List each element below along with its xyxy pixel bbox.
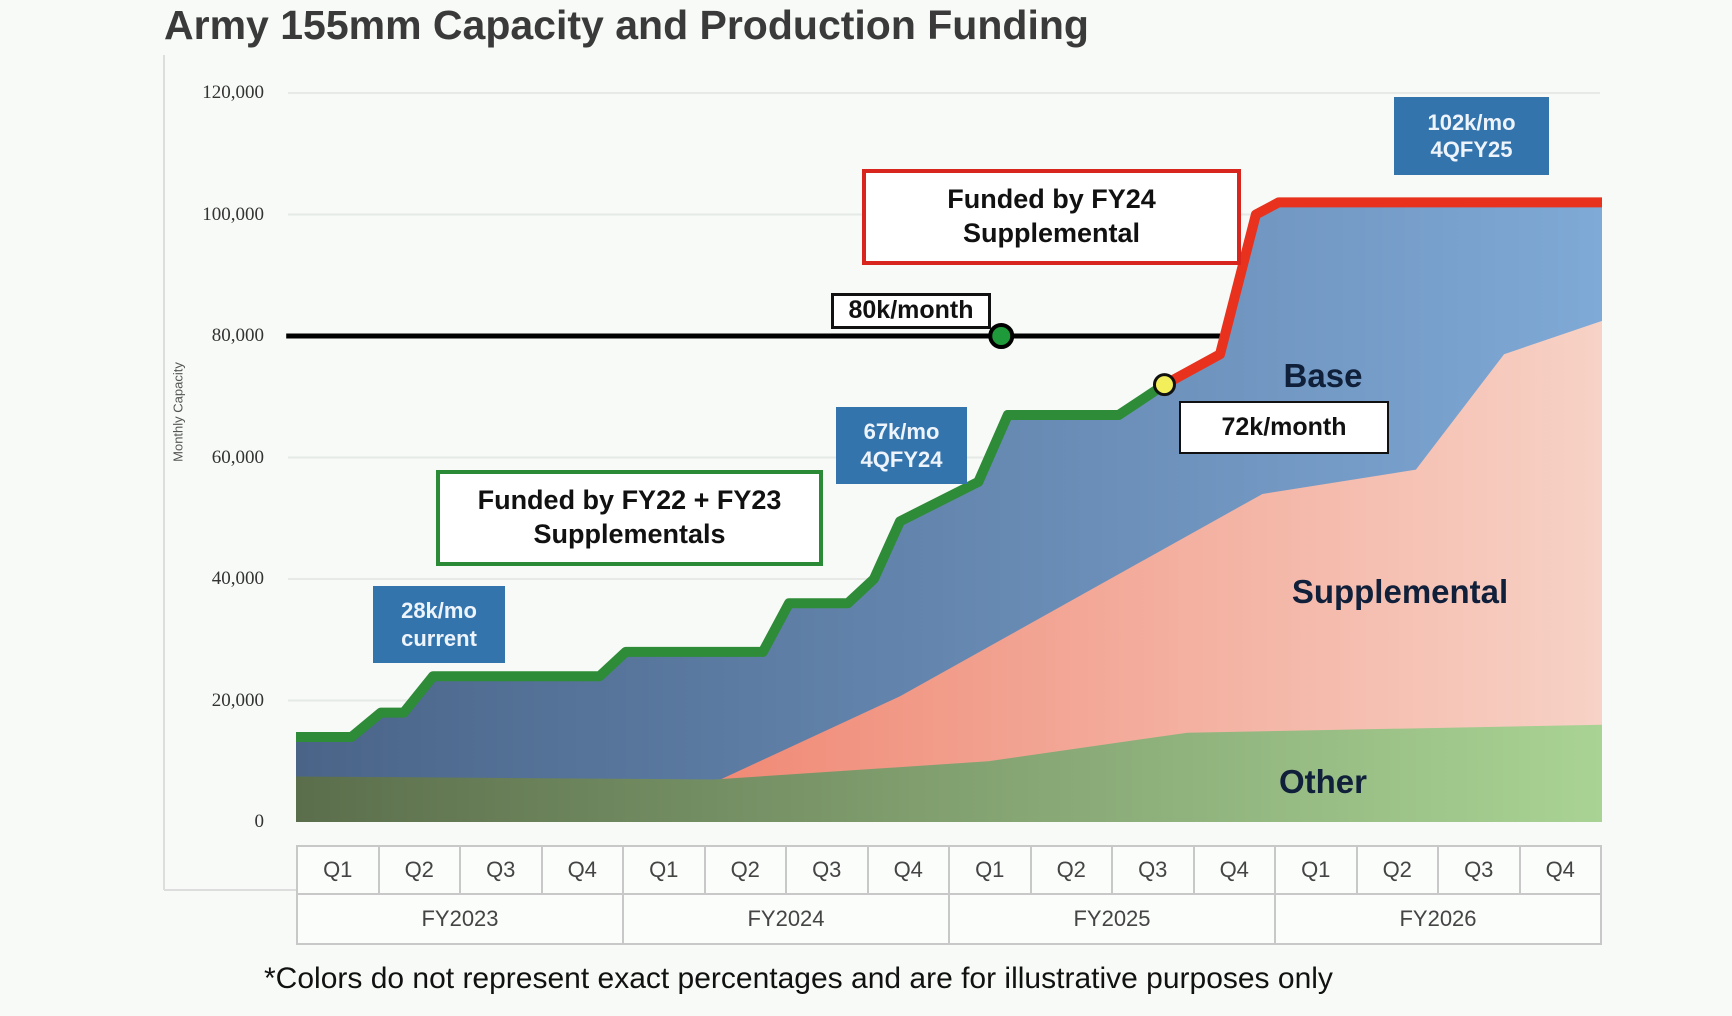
target-marker	[988, 323, 1015, 349]
annotation-72k: 72k/month	[1179, 401, 1389, 454]
x-tick-quarter: Q3	[1111, 845, 1195, 895]
y-tick-text: 40,000	[211, 568, 264, 589]
chart-title: Army 155mm Capacity and Production Fundi…	[164, 2, 1089, 48]
x-tick-year: FY2023	[296, 893, 624, 945]
x-tick-quarter: Q2	[377, 845, 461, 895]
x-tick-quarter: Q1	[948, 845, 1032, 895]
area-supplemental	[720, 320, 1602, 822]
transition-marker	[1152, 373, 1176, 397]
x-tick-quarter: Q1	[296, 845, 380, 895]
area-other	[296, 724, 1602, 822]
x-tick-quarter: Q4	[1518, 845, 1602, 895]
y-tick-text: 20,000	[211, 689, 264, 711]
area-label-other: Other	[1278, 763, 1368, 800]
annotation-funded-fy22-fy23: Funded by FY22 + FY23 Supplementals	[436, 470, 823, 566]
x-tick-quarter: Q4	[540, 845, 624, 895]
annotation-funded-fy24: Funded by FY24 Supplemental	[862, 169, 1241, 265]
y-tick-text: 0	[254, 811, 265, 832]
x-tick-quarter: Q2	[703, 845, 787, 895]
x-tick-year: FY2025	[948, 893, 1276, 945]
x-tick-year: FY2024	[622, 893, 950, 945]
x-tick-quarter: Q2	[1029, 845, 1113, 895]
area-label-supplemental: Supplemental	[1291, 573, 1509, 610]
capacity-line-fy22-fy23	[296, 380, 1168, 742]
x-tick-quarter: Q3	[785, 845, 869, 895]
quarter-row: Q1 Q2 Q3 Q4 Q1 Q2 Q3 Q4 Q1 Q2 Q3 Q4 Q1 Q2 Q3 Q4	[296, 845, 1602, 895]
x-tick-year: FY2026	[1274, 893, 1602, 945]
x-tick-quarter: Q4	[866, 845, 950, 895]
y-tick-text: 60,000	[211, 446, 264, 468]
annotation-80k-target: 80k/month	[831, 293, 991, 329]
x-tick-quarter: Q4	[1192, 845, 1276, 895]
x-tick-quarter: Q1	[622, 845, 706, 895]
capacity-line-fy24	[1162, 197, 1602, 389]
x-tick-quarter: Q3	[1437, 845, 1521, 895]
x-tick-quarter: Q3	[459, 845, 543, 895]
x-tick-quarter: Q1	[1274, 845, 1358, 895]
annotation-4qfy25: 102k/mo 4QFY25	[1394, 97, 1549, 175]
annotation-current: 28k/mo current	[373, 586, 505, 663]
y-tick-text: 80,000	[211, 325, 264, 346]
footnote: *Colors do not represent exact percentag…	[264, 962, 1333, 995]
y-tick-text: 100,000	[202, 203, 264, 225]
annotation-4qfy24: 67k/mo 4QFY24	[836, 407, 967, 484]
fiscal-year-row: FY2023 FY2024 FY2025 FY2026	[296, 893, 1602, 945]
area-label-base: Base	[1283, 357, 1363, 394]
x-tick-quarter: Q2	[1355, 845, 1439, 895]
y-tick-text: 120,000	[202, 82, 264, 103]
x-axis-table: Q1 Q2 Q3 Q4 Q1 Q2 Q3 Q4 Q1 Q2 Q3 Q4 Q1 Q2 Q3 Q4 FY2023 F…	[296, 845, 1602, 945]
